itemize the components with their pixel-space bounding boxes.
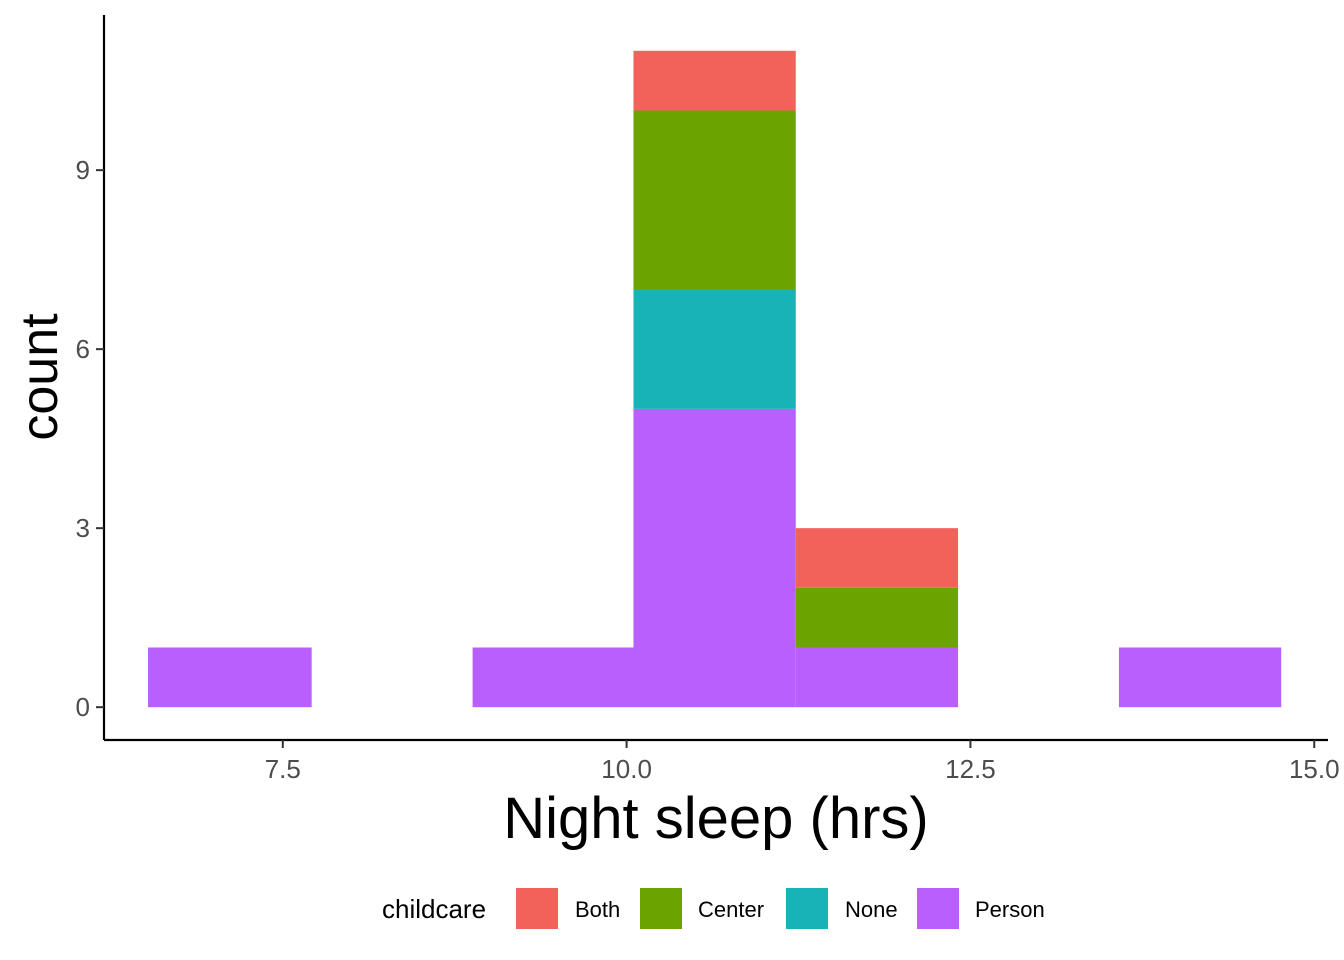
legend-label-person: Person: [975, 897, 1045, 922]
y-tick-label: 3: [76, 513, 90, 543]
legend-label-none: None: [845, 897, 898, 922]
y-tick-label: 6: [76, 334, 90, 364]
bar-both-bin-5: [795, 528, 959, 588]
bar-person-bin-7: [1118, 647, 1282, 708]
legend-label-both: Both: [575, 897, 620, 922]
axes-layer: 0 3 6 9 7.5 10.0 12.5 15.0: [76, 15, 1340, 784]
x-axis-title: Night sleep (hrs): [503, 786, 928, 851]
bar-none-bin-4: [633, 289, 796, 409]
legend-key-center: [640, 888, 682, 929]
x-tick-label: 15.0: [1289, 754, 1340, 784]
x-tick-label: 7.5: [265, 754, 301, 784]
bars-layer: [148, 50, 1282, 708]
x-tick-label: 10.0: [601, 754, 652, 784]
y-tick-label: 9: [76, 155, 90, 185]
legend: childcare Both Center None Person: [382, 888, 1045, 929]
y-axis-title: count: [11, 313, 69, 441]
legend-label-center: Center: [698, 897, 764, 922]
bar-person-bin-3: [472, 647, 634, 708]
legend-key-both: [516, 888, 558, 929]
bar-person-bin-4: [633, 408, 796, 708]
x-tick-label: 12.5: [945, 754, 996, 784]
bar-center-bin-5: [795, 587, 959, 648]
y-tick-label: 0: [76, 692, 90, 722]
legend-title: childcare: [382, 894, 486, 924]
legend-key-person: [917, 888, 959, 929]
bar-person-bin-1: [148, 647, 312, 708]
legend-key-none: [786, 888, 828, 929]
bar-both-bin-4: [633, 50, 796, 111]
bar-center-bin-4: [633, 110, 796, 290]
bar-person-bin-5: [795, 647, 959, 708]
